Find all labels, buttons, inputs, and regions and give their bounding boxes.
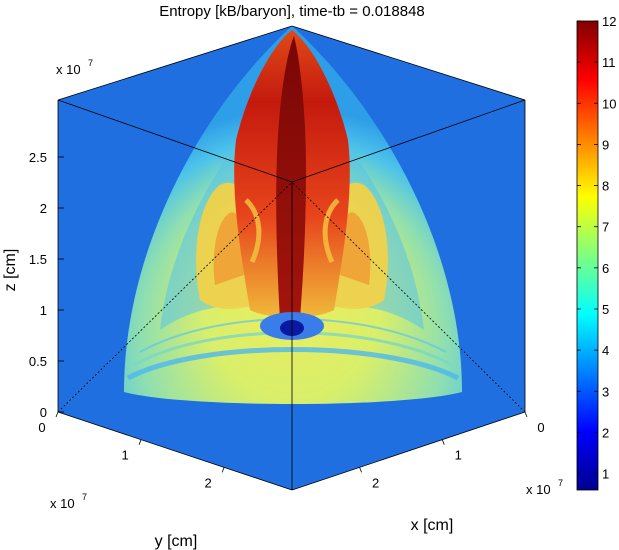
z-tick-label: 0	[40, 405, 47, 420]
x-tick-mark	[441, 439, 445, 445]
z-tick-label: 1.5	[29, 252, 47, 267]
chart-title: Entropy [kB/baryon], time-tb = 0.018848	[159, 3, 425, 20]
cube-edges	[57, 25, 526, 491]
y-exponent-power: 7	[82, 492, 87, 502]
jet-swirl-right	[322, 198, 340, 264]
z-tick-label: 2.5	[29, 150, 47, 165]
colorbar-tick-label: 3	[602, 384, 609, 399]
y-tick-mark	[55, 411, 59, 418]
x-tick-label: 2	[372, 475, 379, 490]
z-axis-label: z [cm]	[2, 249, 19, 292]
colorbar-tick-label: 7	[602, 220, 609, 235]
y-tick-label: 2	[205, 475, 212, 490]
colorbar-tick-label: 11	[602, 55, 616, 70]
colorbar-tick-label: 9	[602, 137, 609, 152]
z-exponent-power: 7	[88, 58, 93, 68]
axes: 0 0.5 1 1.5 2 2.5 0 1 2 0 1 2	[29, 150, 545, 490]
colorbar-tick-label: 2	[602, 425, 609, 440]
colorbar-tick-label: 5	[602, 302, 609, 317]
jet-core	[276, 36, 306, 320]
colorbar-gradient	[576, 20, 599, 491]
colorbar-tick-label: 10	[602, 96, 616, 111]
z-tick-label: 0.5	[29, 354, 47, 369]
x-tick-label: 1	[455, 448, 462, 463]
colorbar-tick-label: 8	[602, 179, 609, 194]
jet-swirl-left	[244, 198, 262, 264]
x-exponent-label: x 10 7	[526, 478, 563, 497]
x-tick-mark	[359, 467, 362, 473]
left-plume-core	[213, 212, 245, 285]
y-exponent-base: x 10	[50, 496, 75, 511]
x-axis-label: x [cm]	[411, 517, 454, 534]
z-exponent-label: x 10 7	[56, 58, 93, 77]
x-exponent-power: 7	[558, 478, 563, 488]
y-exponent-label: x 10 7	[50, 492, 87, 511]
z-tick-label: 2	[40, 201, 47, 216]
colorbar-tick-label: 1	[602, 467, 609, 482]
x-tick-mark	[524, 411, 528, 418]
y-axis-label: y [cm]	[155, 533, 198, 550]
z-exponent-base: x 10	[56, 62, 81, 77]
x-tick-label: 0	[537, 420, 544, 435]
y-tick-label: 0	[38, 420, 45, 435]
z-tick-label: 1	[40, 303, 47, 318]
y-tick-mark	[221, 467, 225, 473]
right-plume-core	[339, 212, 371, 285]
y-tick-label: 1	[121, 448, 128, 463]
colorbar-tick-label: 6	[602, 261, 609, 276]
x-exponent-base: x 10	[526, 482, 551, 497]
colorbar-tick-label: 4	[602, 343, 609, 358]
plot-cube	[57, 25, 526, 491]
colorbar-tick-label: 12	[602, 14, 616, 29]
y-tick-mark	[138, 439, 142, 445]
